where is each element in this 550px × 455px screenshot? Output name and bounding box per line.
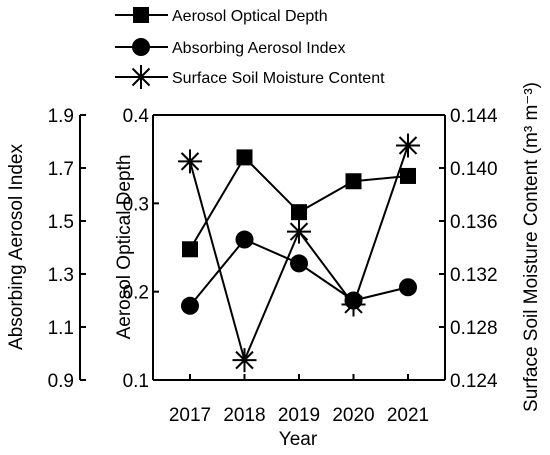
aai-tick-label: 1.9 [48, 106, 74, 127]
data-point [235, 230, 254, 249]
ssm-tick-label: 0.144 [450, 106, 498, 127]
aai-axis-title: Absorbing Aerosol Index [6, 144, 27, 350]
series-line [189, 145, 409, 364]
ssm-tick-label: 0.140 [450, 159, 498, 180]
x-tick-label: 2019 [278, 405, 320, 426]
aai-tick-label: 1.1 [48, 318, 74, 339]
legend-label: Absorbing Aerosol Index [172, 40, 345, 57]
data-point [400, 167, 416, 184]
data-point [291, 204, 307, 221]
aod-tick-label: 0.1 [123, 371, 149, 392]
ssm-tick-label: 0.124 [450, 371, 498, 392]
aod-axis-title: Aerosol Optical Depth [114, 155, 135, 340]
ssm-tick-label: 0.128 [450, 318, 498, 339]
aai-tick-label: 1.5 [48, 212, 74, 233]
data-point [290, 254, 308, 273]
x-tick-label: 2020 [332, 405, 374, 426]
x-tick-label: 2018 [223, 405, 265, 426]
legend-item: Absorbing Aerosol Index [115, 38, 345, 57]
series-line [189, 238, 409, 307]
ssm-tick-label: 0.132 [450, 265, 498, 286]
data-point [399, 278, 417, 297]
x-axis-title: Year [279, 429, 318, 450]
legend-marker [132, 38, 150, 56]
legend-marker [133, 7, 149, 23]
data-point [341, 292, 366, 317]
aod-tick-label: 0.4 [123, 106, 150, 127]
x-tick-label: 2017 [169, 405, 211, 426]
data-point [181, 296, 199, 315]
data-point [232, 348, 257, 373]
axes-layer: 0.1 0.2 0.3 0.4 0.9 1.1 1.3 1.5 1.7 1.9 0.124 0.128… [6, 82, 542, 450]
data-point [178, 149, 202, 174]
aod-tick-label: 0.2 [123, 283, 149, 304]
series-square [182, 149, 416, 258]
legend: Aerosol Optical Depth Absorbing Aerosol I… [115, 7, 385, 89]
series-layer [178, 133, 420, 373]
legend-item: Surface Soil Moisture Content [115, 65, 385, 89]
data-point [396, 133, 420, 158]
legend-label: Surface Soil Moisture Content [172, 70, 385, 87]
data-point [236, 149, 253, 166]
legend-label: Aerosol Optical Depth [172, 8, 328, 25]
legend-item: Aerosol Optical Depth [115, 7, 328, 25]
ssm-tick-label: 0.136 [450, 212, 498, 233]
ssm-axis-title: Surface Soil Moisture Content (m³ m⁻³) [521, 82, 542, 412]
aod-tick-label: 0.3 [123, 194, 149, 215]
data-point [345, 173, 362, 190]
x-tick-label: 2021 [387, 405, 429, 426]
data-point [182, 241, 198, 258]
aai-tick-label: 1.3 [48, 265, 74, 286]
legend-marker [129, 65, 153, 89]
aai-tick-label: 0.9 [48, 371, 74, 392]
series-asterisk [178, 133, 420, 373]
data-point [287, 219, 311, 244]
aai-tick-label: 1.7 [48, 159, 74, 180]
